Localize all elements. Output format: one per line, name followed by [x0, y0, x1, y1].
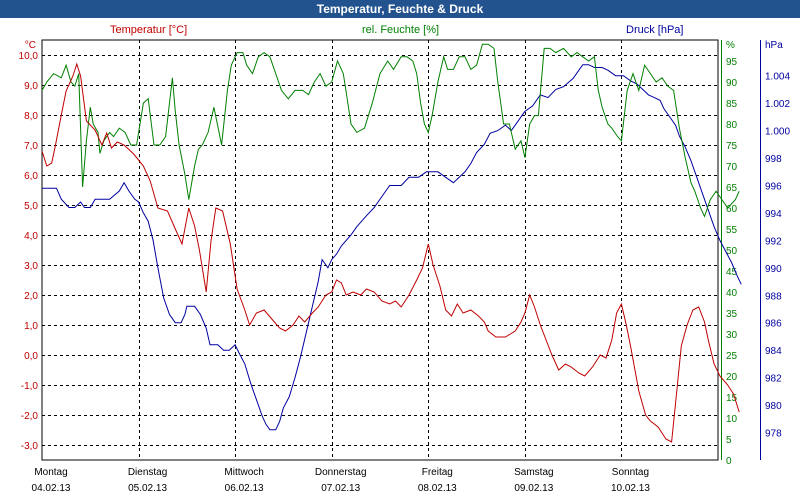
- x-day-label: Dienstag: [128, 467, 167, 478]
- series-line-pressure: [42, 64, 742, 431]
- humidity-tick-label: 95: [726, 57, 738, 68]
- temperature-tick-label: 5,0: [24, 201, 38, 212]
- pressure-tick-label: 1.000: [765, 127, 790, 138]
- temperature-tick-label: 10,0: [19, 51, 39, 62]
- temperature-tick-label: 2,0: [24, 291, 38, 302]
- temperature-axis-title: Temperatur [°C]: [110, 24, 188, 36]
- x-date-label: 09.02.13: [514, 483, 553, 494]
- pressure-tick-label: 994: [765, 209, 782, 220]
- humidity-tick-label: 90: [726, 78, 738, 89]
- x-day-label: Sonntag: [612, 467, 649, 478]
- humidity-tick-label: 85: [726, 99, 738, 110]
- pressure-tick-label: 996: [765, 181, 782, 192]
- humidity-tick-label: 50: [726, 246, 738, 257]
- series-line-humidity: [41, 43, 740, 218]
- x-day-label: Samstag: [514, 467, 553, 478]
- humidity-unit: %: [726, 40, 735, 51]
- humidity-tick-label: 35: [726, 309, 738, 320]
- pressure-tick-label: 1.004: [765, 72, 790, 83]
- x-date-label: 06.02.13: [225, 483, 264, 494]
- temperature-tick-label: 6,0: [24, 171, 38, 182]
- humidity-tick-label: 55: [726, 225, 738, 236]
- pressure-tick-label: 980: [765, 401, 782, 412]
- humidity-tick-label: 65: [726, 183, 738, 194]
- temperature-tick-label: -3,0: [21, 441, 39, 452]
- x-date-label: 10.02.13: [611, 483, 650, 494]
- temperature-tick-label: 1,0: [24, 321, 38, 332]
- humidity-tick-label: 30: [726, 330, 738, 341]
- x-day-label: Donnerstag: [315, 467, 367, 478]
- temperature-tick-label: 3,0: [24, 261, 38, 272]
- temperature-tick-label: -1,0: [21, 381, 39, 392]
- pressure-tick-label: 984: [765, 346, 782, 357]
- pressure-tick-label: 982: [765, 374, 782, 385]
- series-line-temperature: [41, 62, 740, 443]
- temperature-tick-label: 9,0: [24, 81, 38, 92]
- pressure-axis-title: Druck [hPa]: [626, 24, 684, 36]
- humidity-tick-label: 0: [726, 456, 732, 467]
- x-date-label: 07.02.13: [321, 483, 360, 494]
- humidity-tick-label: 25: [726, 351, 738, 362]
- temperature-tick-label: 0,0: [24, 351, 38, 362]
- temperature-tick-label: 4,0: [24, 231, 38, 242]
- x-day-label: Freitag: [422, 467, 453, 478]
- x-date-label: 04.02.13: [32, 483, 71, 494]
- plot-area: [41, 39, 719, 461]
- pressure-tick-label: 990: [765, 264, 782, 275]
- pressure-tick-label: 988: [765, 291, 782, 302]
- temperature-tick-label: 8,0: [24, 111, 38, 122]
- humidity-tick-label: 5: [726, 435, 732, 446]
- temperature-tick-label: -2,0: [21, 411, 39, 422]
- pressure-tick-label: 998: [765, 154, 782, 165]
- pressure-tick-label: 978: [765, 429, 782, 440]
- temperature-tick-label: 7,0: [24, 141, 38, 152]
- humidity-tick-label: 45: [726, 267, 738, 278]
- humidity-tick-label: 75: [726, 141, 738, 152]
- window-title: Temperatur, Feuchte & Druck: [0, 0, 800, 18]
- pressure-unit: hPa: [765, 40, 783, 51]
- x-date-label: 08.02.13: [418, 483, 457, 494]
- x-date-label: 05.02.13: [128, 483, 167, 494]
- x-day-label: Mittwoch: [224, 467, 263, 478]
- temperature-unit: °C: [25, 40, 36, 51]
- humidity-tick-label: 70: [726, 162, 738, 173]
- humidity-tick-label: 20: [726, 372, 738, 383]
- pressure-tick-label: 1.002: [765, 99, 790, 110]
- humidity-tick-label: 60: [726, 204, 738, 215]
- pressure-tick-label: 986: [765, 319, 782, 330]
- humidity-axis-title: rel. Feuchte [%]: [362, 24, 440, 36]
- x-day-label: Montag: [34, 467, 67, 478]
- humidity-tick-label: 10: [726, 414, 738, 425]
- humidity-tick-label: 80: [726, 120, 738, 131]
- pressure-tick-label: 992: [765, 236, 782, 247]
- humidity-tick-label: 40: [726, 288, 738, 299]
- humidity-tick-label: 15: [726, 393, 738, 404]
